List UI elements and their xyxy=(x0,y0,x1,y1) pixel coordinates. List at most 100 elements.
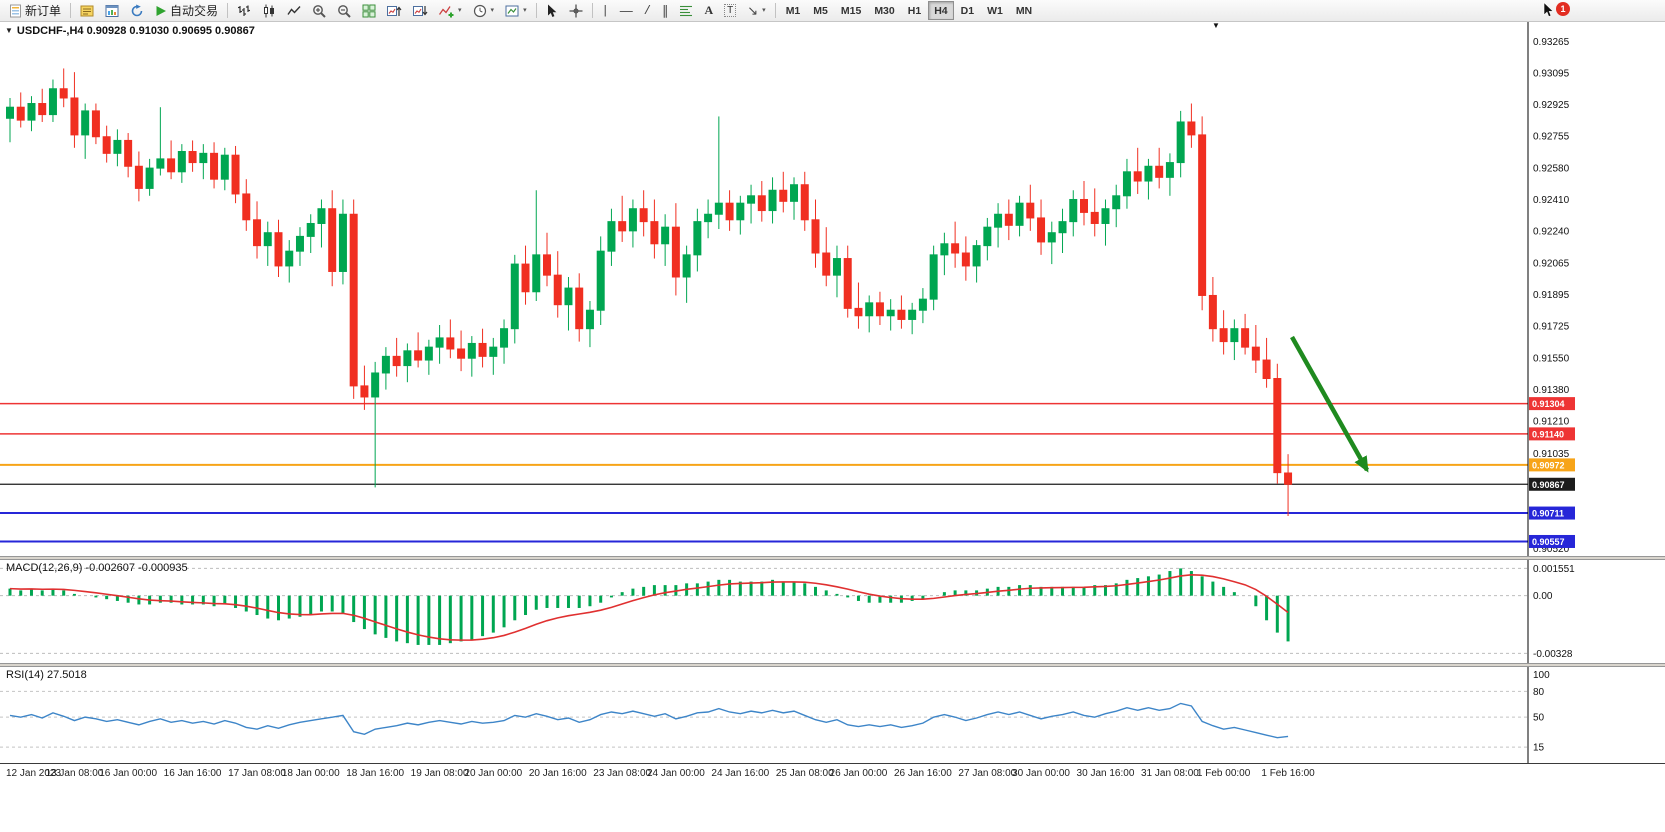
svg-text:0.92580: 0.92580 xyxy=(1533,164,1570,175)
arrange-down-button[interactable] xyxy=(408,1,433,21)
zoom-out-button[interactable] xyxy=(332,1,356,21)
time-label: 26 Jan 00:00 xyxy=(829,768,888,779)
svg-text:0.91210: 0.91210 xyxy=(1533,416,1570,427)
new-order-button[interactable]: 新订单 xyxy=(4,1,66,21)
time-label: 26 Jan 16:00 xyxy=(893,768,952,779)
horizontal-line-tool-button[interactable]: — xyxy=(615,1,638,21)
svg-text:0.00: 0.00 xyxy=(1533,591,1553,602)
indicators-button[interactable]: ▾ xyxy=(434,1,467,21)
svg-text:0.91895: 0.91895 xyxy=(1533,290,1570,301)
arrange-up-button[interactable] xyxy=(382,1,407,21)
text-tool-button[interactable]: A xyxy=(699,1,718,21)
notification-badge[interactable]: 1 xyxy=(1556,2,1570,16)
autotrade-label: 自动交易 xyxy=(170,4,219,18)
arrows-tool-button[interactable]: ↘ ▾ xyxy=(742,1,770,21)
toolbar-separator xyxy=(774,3,776,18)
time-label: 12 Jan 2023 xyxy=(6,768,62,779)
svg-text:80: 80 xyxy=(1533,687,1545,698)
svg-text:50: 50 xyxy=(1533,713,1545,724)
fibonacci-icon xyxy=(679,4,693,18)
crosshair-icon xyxy=(569,4,583,18)
tf-button-d1[interactable]: D1 xyxy=(955,1,980,20)
time-axis[interactable]: 12 Jan 2023 13 Jan 08:00 16 Jan 00:00 16 Ja… xyxy=(0,763,1665,783)
svg-text:-0.00328: -0.00328 xyxy=(1533,649,1573,660)
fibonacci-tool-button[interactable] xyxy=(674,1,698,21)
svg-text:0.001551: 0.001551 xyxy=(1533,564,1575,575)
toolbar-separator xyxy=(591,3,593,18)
tf-button-w1[interactable]: W1 xyxy=(981,1,1009,20)
tf-button-h4[interactable]: H4 xyxy=(928,1,954,20)
cursor-tool-button[interactable] xyxy=(541,1,563,21)
crosshair-tool-button[interactable] xyxy=(564,1,588,21)
line-chart-icon xyxy=(287,4,301,18)
trendline-tool-button[interactable]: / xyxy=(639,1,656,21)
time-label: 13 Jan 08:00 xyxy=(45,768,104,779)
data-window-button[interactable] xyxy=(100,1,124,21)
time-label: 20 Jan 16:00 xyxy=(528,768,587,779)
svg-text:0.90711: 0.90711 xyxy=(1532,509,1564,519)
svg-text:0.91725: 0.91725 xyxy=(1533,321,1570,332)
svg-text:0.90867: 0.90867 xyxy=(1532,480,1565,490)
svg-text:0.92240: 0.92240 xyxy=(1533,226,1570,237)
time-label: 18 Jan 00:00 xyxy=(281,768,340,779)
bar-chart-button[interactable] xyxy=(232,1,256,21)
toolbar-right-group: 1 xyxy=(1542,1,1570,23)
tile-windows-button[interactable] xyxy=(357,1,381,21)
text-icon: A xyxy=(704,3,714,17)
toolbar-separator xyxy=(227,3,229,18)
symbol-ohlc-label: USDCHF-,H4 0.90928 0.91030 0.90695 0.908… xyxy=(16,25,255,37)
time-label: 19 Jan 08:00 xyxy=(410,768,469,779)
tf-button-m1[interactable]: M1 xyxy=(780,1,807,20)
tf-button-m5[interactable]: M5 xyxy=(807,1,834,20)
vertical-line-tool-button[interactable]: | xyxy=(597,1,614,21)
market-watch-icon xyxy=(80,4,94,18)
autotrade-button[interactable]: 自动交易 xyxy=(150,1,223,21)
svg-text:0.91304: 0.91304 xyxy=(1532,399,1565,409)
time-label: 31 Jan 08:00 xyxy=(1140,768,1199,779)
line-chart-button[interactable] xyxy=(282,1,306,21)
time-label: 23 Jan 08:00 xyxy=(593,768,652,779)
vertical-line-icon: | xyxy=(601,3,609,18)
data-window-icon xyxy=(105,4,119,18)
label-tool-button[interactable]: T xyxy=(719,1,741,21)
ohlc-collapse-icon[interactable]: ▼ xyxy=(5,26,13,35)
candlestick-chart-button[interactable] xyxy=(257,1,281,21)
svg-text:100: 100 xyxy=(1533,670,1550,681)
svg-text:0.91380: 0.91380 xyxy=(1533,385,1570,396)
channel-tool-button[interactable]: ∥ xyxy=(657,1,674,21)
cursor-icon xyxy=(546,4,558,18)
templates-button[interactable]: ▾ xyxy=(500,1,532,21)
main-chart-panel[interactable]: ▼ USDCHF-,H4 0.90928 0.91030 0.90695 0.9… xyxy=(0,22,1665,556)
zoom-in-icon xyxy=(312,4,326,18)
zoom-in-button[interactable] xyxy=(307,1,331,21)
rsi-label: RSI(14) 27.5018 xyxy=(6,669,87,681)
tf-button-m30[interactable]: M30 xyxy=(868,1,900,20)
svg-text:0.93265: 0.93265 xyxy=(1533,37,1570,48)
svg-text:15: 15 xyxy=(1533,743,1545,754)
chart-shift-marker[interactable]: ▼ xyxy=(1212,22,1220,30)
toolbar-separator xyxy=(535,3,537,18)
time-label: 24 Jan 00:00 xyxy=(646,768,705,779)
symbol-info-row: ▼ USDCHF-,H4 0.90928 0.91030 0.90695 0.9… xyxy=(5,25,255,37)
panel-splitter[interactable] xyxy=(0,663,1665,667)
main-chart-canvas: 0.93265 0.93095 0.92925 0.92755 0.92580 0.924… xyxy=(0,22,1665,556)
tf-button-mn[interactable]: MN xyxy=(1010,1,1038,20)
mouse-cursor-icon xyxy=(1542,1,1555,23)
market-watch-button[interactable] xyxy=(75,1,99,21)
zoom-out-icon xyxy=(337,4,351,18)
tf-button-m15[interactable]: M15 xyxy=(835,1,867,20)
toolbar: 新订单 自动交易 ▾ ▾ ▾ | — / ∥ A T ↘ ▾ M1 M5 M15 … xyxy=(0,0,1665,22)
svg-text:0.92065: 0.92065 xyxy=(1533,259,1570,270)
macd-panel[interactable]: MACD(12,26,9) -0.002607 -0.000935 0.0015… xyxy=(0,560,1665,663)
svg-text:0.91550: 0.91550 xyxy=(1533,354,1570,365)
rsi-panel[interactable]: RSI(14) 27.5018 100 80 50 15 xyxy=(0,667,1665,763)
bar-chart-icon xyxy=(237,4,251,18)
refresh-icon xyxy=(130,4,144,18)
tf-button-h1[interactable]: H1 xyxy=(902,1,927,20)
refresh-button[interactable] xyxy=(125,1,149,21)
periods-button[interactable]: ▾ xyxy=(468,1,500,21)
time-label: 1 Feb 00:00 xyxy=(1196,768,1251,779)
arrange-down-icon xyxy=(413,4,428,18)
panel-splitter[interactable] xyxy=(0,556,1665,560)
chevron-down-icon: ▾ xyxy=(458,7,462,14)
